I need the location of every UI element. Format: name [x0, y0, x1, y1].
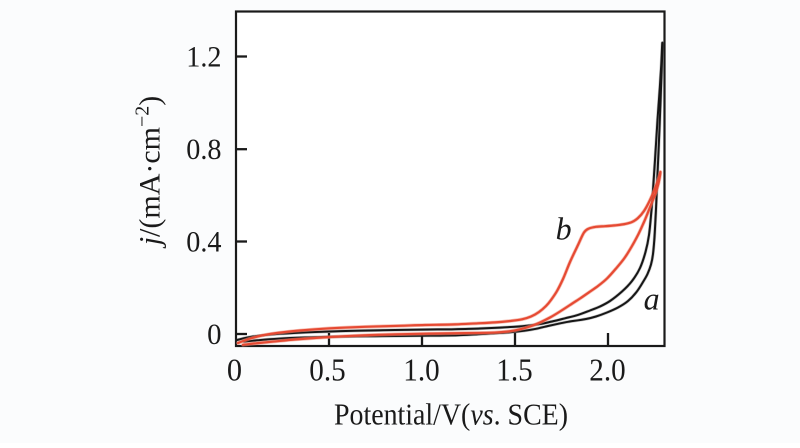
svg-text:1.2: 1.2	[186, 41, 221, 74]
svg-text:Potential/V(vs. SCE): Potential/V(vs. SCE)	[334, 398, 568, 432]
svg-text:2.0: 2.0	[589, 352, 625, 388]
svg-text:a: a	[644, 281, 660, 317]
svg-text:0.4: 0.4	[186, 226, 222, 259]
svg-text:1.0: 1.0	[403, 352, 439, 388]
svg-text:1.5: 1.5	[496, 352, 532, 388]
svg-text:b: b	[556, 211, 572, 247]
svg-text:0: 0	[207, 318, 221, 351]
svg-text:0.5: 0.5	[309, 352, 345, 388]
svg-text:0: 0	[227, 352, 242, 388]
svg-text:0.8: 0.8	[186, 133, 221, 166]
